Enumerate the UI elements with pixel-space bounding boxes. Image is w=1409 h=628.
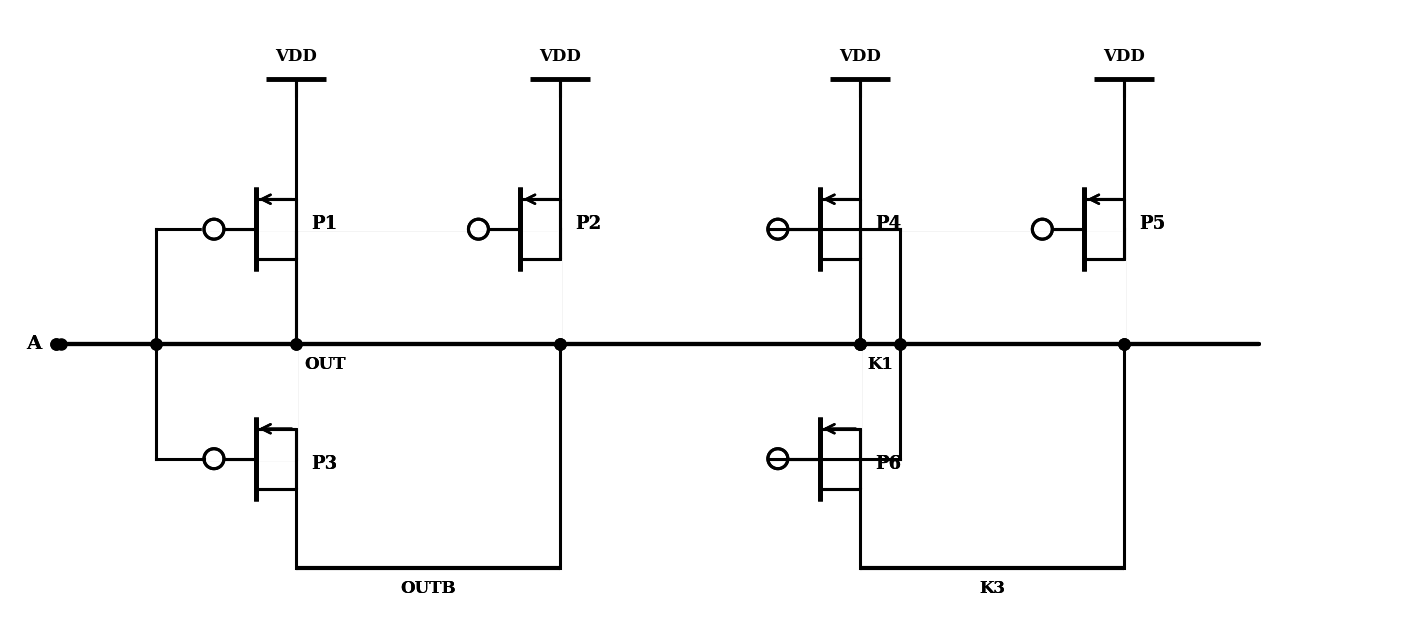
Text: K3: K3 xyxy=(979,580,1005,597)
Text: P6: P6 xyxy=(875,455,900,473)
Text: K3: K3 xyxy=(979,580,1005,597)
Text: A: A xyxy=(27,335,41,353)
Text: P6: P6 xyxy=(875,455,900,473)
Text: P4: P4 xyxy=(875,215,900,233)
Text: P5: P5 xyxy=(1138,215,1165,233)
Text: OUTB: OUTB xyxy=(400,580,457,597)
Text: P1: P1 xyxy=(311,215,337,233)
Text: P4: P4 xyxy=(875,215,900,233)
Text: OUTB: OUTB xyxy=(400,580,457,597)
Text: K1: K1 xyxy=(868,356,893,373)
Text: A: A xyxy=(27,335,41,353)
Text: OUT: OUT xyxy=(304,356,345,373)
Text: VDD: VDD xyxy=(838,48,881,65)
Text: P2: P2 xyxy=(575,215,602,233)
Text: OUT: OUT xyxy=(304,356,345,373)
Text: P5: P5 xyxy=(1138,215,1165,233)
Text: VDD: VDD xyxy=(275,48,317,65)
Text: P2: P2 xyxy=(575,215,602,233)
Text: P3: P3 xyxy=(311,455,337,473)
Text: P3: P3 xyxy=(311,455,337,473)
Text: K1: K1 xyxy=(868,356,893,373)
Text: VDD: VDD xyxy=(1103,48,1146,65)
Text: VDD: VDD xyxy=(540,48,582,65)
Text: P1: P1 xyxy=(311,215,337,233)
